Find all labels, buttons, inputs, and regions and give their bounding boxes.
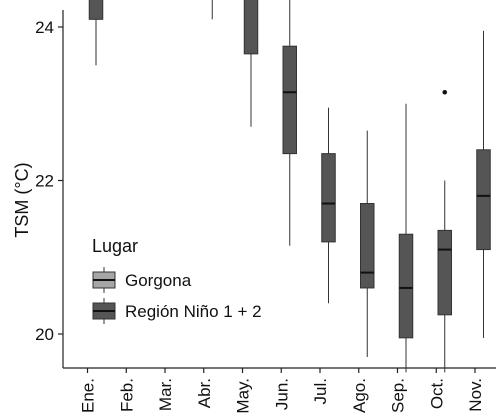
legend-label: Gorgona	[125, 271, 192, 290]
box-iqr	[321, 153, 336, 243]
outlier-point	[442, 89, 448, 95]
legend: Lugar Gorgona Región Niño 1 + 2	[92, 236, 262, 324]
box-region-nino	[88, 0, 104, 66]
y-tick-label: 20	[35, 325, 54, 344]
box-region-nino	[360, 130, 375, 358]
x-tick-label: Oct.	[427, 378, 446, 409]
box-iqr	[360, 203, 375, 289]
box-iqr	[243, 0, 259, 55]
y-tick-label: 24	[35, 18, 54, 37]
box-iqr	[398, 233, 414, 339]
x-tick-label: Jul.	[311, 378, 330, 404]
legend-title: Lugar	[92, 236, 138, 256]
box-region-nino	[398, 103, 414, 373]
y-axis-label: TSM (°C)	[12, 162, 32, 237]
x-tick-label: May.	[234, 378, 253, 413]
box-region-nino	[282, 0, 297, 246]
box-iqr	[88, 0, 104, 20]
x-tick-label: Ene.	[79, 378, 98, 413]
x-tick-label: Mar.	[156, 378, 175, 411]
box-iqr	[476, 149, 491, 251]
y-axis: 2022242628	[35, 10, 64, 368]
x-tick-label: Feb.	[117, 378, 136, 412]
box-region-nino	[243, 0, 259, 127]
box-region-nino	[476, 30, 491, 338]
x-tick-label: Ago.	[350, 378, 369, 413]
x-axis: Ene. Feb. Mar. Abr. May. Jun. Jul. Ago. Sep. Oct.…	[63, 367, 496, 413]
x-tick-label: Abr.	[195, 378, 214, 408]
x-tick-label: Jun.	[272, 378, 291, 410]
box-iqr	[437, 229, 452, 316]
box-region-nino	[211, 0, 213, 20]
legend-entry: Región Niño 1 + 2	[92, 298, 262, 324]
box-iqr	[282, 45, 297, 155]
legend-label: Región Niño 1 + 2	[125, 302, 262, 321]
legend-entry: Gorgona	[92, 267, 192, 293]
box-region-nino	[437, 89, 452, 373]
box-region-nino	[321, 107, 336, 304]
x-tick-label: Sep.	[389, 378, 408, 413]
y-tick-label: 22	[35, 172, 54, 191]
x-tick-label: Nov.	[466, 378, 485, 412]
plot-area	[88, 0, 491, 373]
